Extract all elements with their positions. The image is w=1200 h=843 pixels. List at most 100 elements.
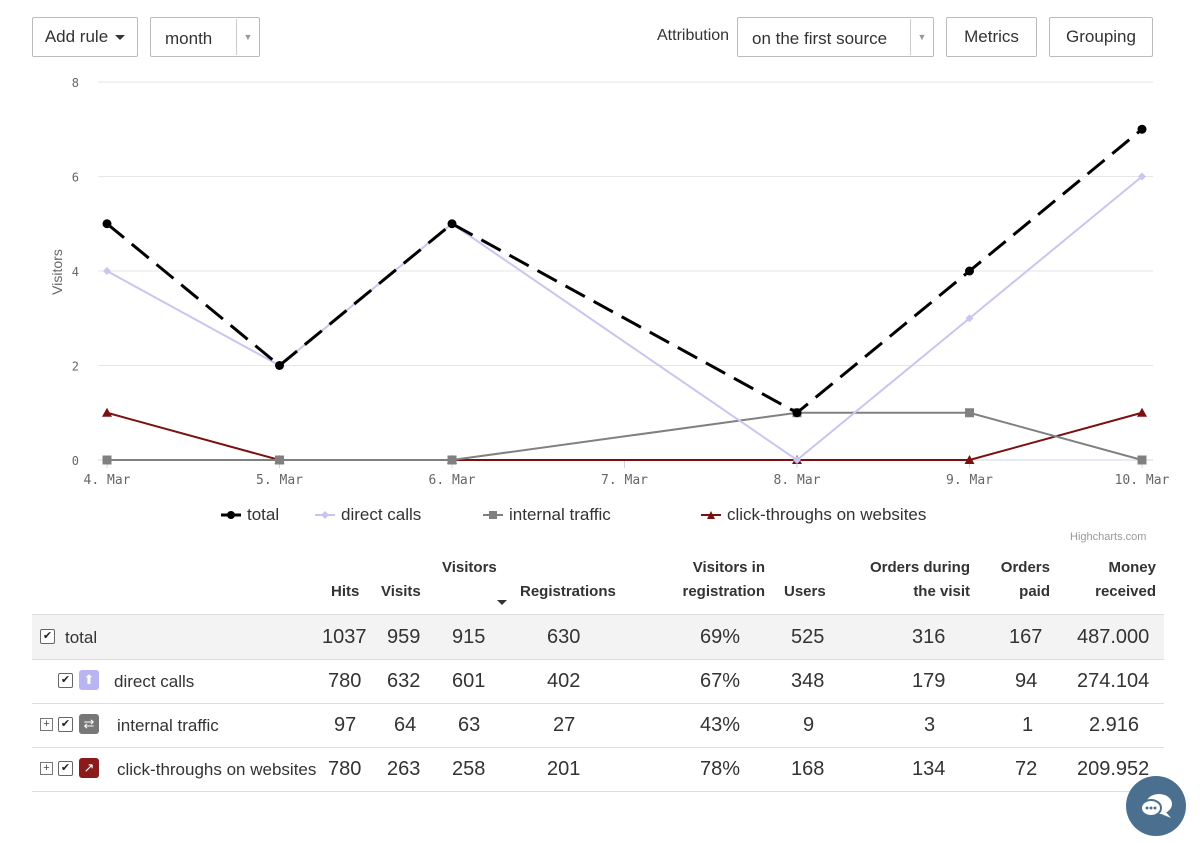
x-tick-label: 9. Mar: [946, 473, 993, 488]
data-point: [447, 455, 457, 465]
cell-hits: 1037: [322, 626, 367, 648]
arrow-up-icon: ⬆: [79, 670, 99, 690]
legend-label: direct calls: [341, 505, 422, 524]
header-line: Money: [1108, 559, 1156, 576]
expand-icon[interactable]: +: [40, 762, 53, 775]
series-line-direct-calls: [106, 175, 1143, 462]
grouping-button[interactable]: Grouping: [1049, 17, 1153, 57]
col-header-hits[interactable]: Hits: [331, 583, 360, 600]
legend-direct-symbol: [315, 511, 335, 519]
caret-down-icon: [115, 34, 126, 40]
x-axis: 4. Mar 5. Mar 6. Mar 7. Mar 8. Mar 9. Mar 10. …: [84, 460, 1170, 488]
highcharts-credits[interactable]: Highcharts.com: [1070, 531, 1147, 543]
col-header-visitors[interactable]: Visitors: [442, 559, 497, 576]
cell-visitors: 601: [452, 670, 486, 692]
checkbox-click-throughs[interactable]: ✔: [58, 761, 73, 776]
data-point: [793, 456, 801, 464]
cell-orders-during-visit: 179: [912, 670, 946, 692]
data-point: [964, 455, 975, 464]
col-header-visitors-in-registration[interactable]: Visitors in registration: [660, 556, 765, 604]
metrics-button[interactable]: Metrics: [946, 17, 1037, 57]
cell-orders-during-visit: 134: [912, 758, 946, 780]
row-label: total: [65, 628, 98, 647]
cell-orders-paid: 94: [1015, 670, 1038, 692]
data-point: [792, 408, 802, 418]
period-select[interactable]: month ▼: [150, 17, 260, 57]
cell-registrations: 27: [553, 714, 576, 736]
cell-visitors-in-registration: 43%: [700, 714, 741, 736]
y-tick-label: 2: [72, 360, 79, 374]
data-point: [275, 361, 284, 370]
legend-total-symbol: [221, 511, 241, 519]
cell-visitors-in-registration: 69%: [700, 626, 741, 648]
col-header-money-received[interactable]: Money received: [1076, 556, 1156, 604]
col-header-orders-during-visit[interactable]: Orders during the visit: [850, 556, 970, 604]
cell-registrations: 402: [547, 670, 581, 692]
header-line: Orders: [1000, 559, 1050, 576]
y-axis: 0 2 4 6 8: [72, 76, 79, 468]
series-line-click-throughs-on-websites: [106, 411, 1143, 461]
data-point: [965, 314, 974, 323]
x-tick-label: 7. Mar: [601, 473, 648, 488]
header-line: the visit: [913, 583, 970, 600]
cell-hits: 780: [328, 670, 362, 692]
legend-item-total[interactable]: total: [221, 505, 279, 525]
x-tick-label: 5. Mar: [256, 473, 303, 488]
add-rule-button[interactable]: Add rule: [32, 17, 138, 57]
cell-orders-during-visit: 316: [912, 626, 946, 648]
col-header-users[interactable]: Users: [784, 583, 826, 600]
y-tick-label: 8: [72, 76, 79, 90]
attribution-select[interactable]: on the first source ▼: [737, 17, 934, 57]
dropdown-arrow-icon: ▼: [910, 19, 933, 55]
y-tick-label: 6: [72, 171, 79, 185]
col-header-orders-paid[interactable]: Orders paid: [990, 556, 1050, 604]
legend-item-direct-calls[interactable]: direct calls: [315, 505, 421, 525]
cell-users: 348: [791, 670, 825, 692]
data-point: [1137, 124, 1147, 134]
attribution-value: on the first source: [752, 28, 888, 48]
legend-click-symbol: [701, 511, 721, 519]
checkbox-internal-traffic[interactable]: ✔: [58, 717, 73, 732]
cell-visits: 64: [394, 714, 417, 736]
expand-icon[interactable]: +: [40, 718, 53, 731]
x-tick-label: 6. Mar: [429, 473, 476, 488]
cell-money-received: 487.000: [1077, 626, 1150, 648]
chart-series: [102, 124, 1147, 465]
header-line: received: [1095, 583, 1156, 600]
data-point: [1137, 455, 1147, 465]
legend-item-click-throughs[interactable]: click-throughs on websites: [701, 505, 926, 525]
col-header-visits[interactable]: Visits: [381, 583, 421, 600]
row-label: click-throughs on websites: [117, 760, 317, 779]
cell-orders-paid: 167: [1009, 626, 1043, 648]
col-header-registrations[interactable]: Registrations: [520, 583, 616, 600]
data-point: [965, 266, 974, 276]
header-line: registration: [682, 583, 765, 600]
cell-orders-paid: 1: [1022, 714, 1034, 736]
cell-visitors: 63: [458, 714, 481, 736]
header-line: paid: [1019, 583, 1050, 600]
grouping-label: Grouping: [1066, 27, 1136, 46]
data-point: [103, 267, 111, 275]
cell-orders-paid: 72: [1015, 758, 1038, 780]
checkbox-total[interactable]: ✔: [40, 629, 55, 644]
cell-visitors: 915: [452, 626, 486, 648]
cell-hits: 97: [334, 714, 357, 736]
cell-users: 9: [803, 714, 815, 736]
table-row-internal-traffic: + ✔ ⇄ internal traffic 97 64 63 27 43% 9…: [32, 703, 1164, 748]
cell-money-received: 2.916: [1089, 714, 1140, 736]
series-line-total: [106, 128, 1143, 415]
x-tick-label: 8. Mar: [774, 473, 821, 488]
attribution-label: Attribution: [657, 27, 730, 44]
legend-item-internal-traffic[interactable]: internal traffic: [483, 505, 611, 525]
checkbox-direct-calls[interactable]: ✔: [58, 673, 73, 688]
header-line: Orders during: [869, 559, 970, 576]
cell-visitors-in-registration: 67%: [700, 670, 741, 692]
legend-internal-symbol: [483, 511, 503, 519]
chat-button[interactable]: [1126, 776, 1186, 836]
line-chart: 0 2 4 6 8 4. Mar 5. Mar 6. Mar 7. Mar 8. Mar 9. M…: [49, 76, 1170, 488]
x-tick-label: 10. Mar: [1115, 473, 1170, 488]
sort-desc-icon[interactable]: [490, 589, 507, 613]
external-link-icon: ↗: [79, 758, 99, 778]
header-line: Visitors in: [692, 559, 765, 576]
cell-registrations: 201: [547, 758, 581, 780]
